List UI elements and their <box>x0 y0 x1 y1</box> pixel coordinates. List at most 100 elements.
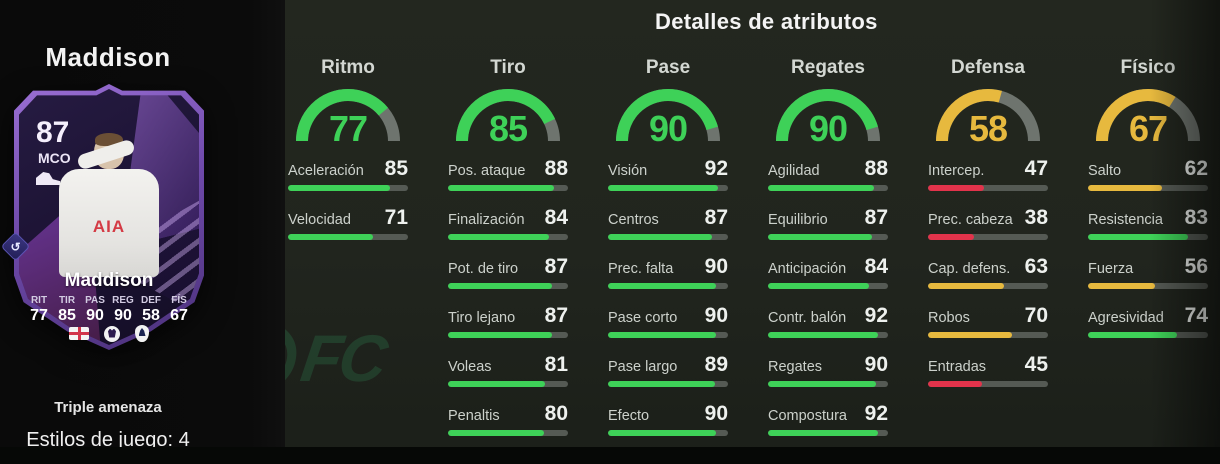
stat-value: 92 <box>864 304 888 327</box>
stat-row: Efecto 90 <box>608 402 728 451</box>
card-mini-stat-value: 58 <box>142 307 160 324</box>
stat-bar <box>768 430 888 436</box>
stat-bar-fill <box>768 430 879 436</box>
stat-list: Intercep. 47 Prec. cabeza 38 Cap. defens. 63 R… <box>928 157 1048 402</box>
stat-row: Pos. ataque 88 <box>448 157 568 206</box>
stat-bar-fill <box>768 381 876 387</box>
stat-bar-fill <box>608 381 715 387</box>
stat-line: Tiro lejano 87 <box>448 304 568 329</box>
stat-label: Entradas <box>928 359 987 375</box>
stat-label: Resistencia <box>1088 212 1163 228</box>
stat-bar-fill <box>928 234 974 240</box>
stat-value: 87 <box>544 304 568 327</box>
gauge-value: 90 <box>648 108 688 149</box>
stat-bar <box>448 332 568 338</box>
stat-bar-fill <box>608 283 716 289</box>
stat-label: Visión <box>608 163 648 179</box>
stat-label: Prec. falta <box>608 261 674 277</box>
stat-label: Pase largo <box>608 359 678 375</box>
stat-line: Centros 87 <box>608 206 728 231</box>
stat-row: Robos 70 <box>928 304 1048 353</box>
stat-bar-fill <box>608 332 716 338</box>
stat-value: 89 <box>704 353 728 376</box>
playstyles-count-label: Estilos de juego: 4 <box>26 429 190 451</box>
stat-line: Fuerza 56 <box>1088 255 1208 280</box>
stat-list: Aceleración 85 Velocidad 71 <box>288 157 408 255</box>
stat-bar-fill <box>448 283 553 289</box>
stat-label: Compostura <box>768 408 847 424</box>
stat-bar-fill <box>1088 283 1156 289</box>
stat-bar <box>768 283 888 289</box>
stat-label: Penaltis <box>448 408 500 424</box>
card-mini-stat-value: 90 <box>114 307 132 324</box>
stat-row: Pot. de tiro 87 <box>448 255 568 304</box>
stat-bar <box>288 234 408 240</box>
card-mini-stat-value: 77 <box>30 307 48 324</box>
stat-line: Pase largo 89 <box>608 353 728 378</box>
stat-line: Salto 62 <box>1088 157 1208 182</box>
stat-bar <box>768 234 888 240</box>
stat-row: Resistencia 83 <box>1088 206 1208 255</box>
stat-row: Velocidad 71 <box>288 206 408 255</box>
stat-line: Intercep. 47 <box>928 157 1048 182</box>
stat-value: 45 <box>1024 353 1048 376</box>
stat-value: 90 <box>704 402 728 425</box>
card-mini-stat: REG 90 <box>110 295 136 325</box>
stat-row: Fuerza 56 <box>1088 255 1208 304</box>
card-mini-stat: RIT 77 <box>26 295 52 325</box>
stat-label: Intercep. <box>928 163 985 179</box>
stat-bar-fill <box>1088 332 1177 338</box>
stat-value: 92 <box>864 402 888 425</box>
stat-value: 85 <box>384 157 408 180</box>
stat-label: Centros <box>608 212 659 228</box>
stat-value: 87 <box>864 206 888 229</box>
stat-row: Pase largo 89 <box>608 353 728 402</box>
stat-label: Tiro lejano <box>448 310 516 326</box>
stat-bar <box>608 283 728 289</box>
player-image: AIA <box>59 169 159 277</box>
stat-bar-fill <box>928 185 985 191</box>
stat-value: 56 <box>1184 255 1208 278</box>
card-mini-stat: FÍS 67 <box>166 295 192 325</box>
stat-row: Agilidad 88 <box>768 157 888 206</box>
stat-label: Pot. de tiro <box>448 261 519 277</box>
stat-bar <box>928 332 1048 338</box>
stat-value: 87 <box>544 255 568 278</box>
card-mini-stats: RIT 77 TIR 85 PAS 90 REG 90 DEF 58 FÍS 67 <box>26 295 192 325</box>
stat-label: Contr. balón <box>768 310 847 326</box>
stat-row: Tiro lejano 87 <box>448 304 568 353</box>
bottom-bar <box>0 447 1220 464</box>
stat-label: Finalización <box>448 212 525 228</box>
stat-bar-fill <box>768 185 874 191</box>
stat-label: Pase corto <box>608 310 678 326</box>
attribute-gauge: 77 <box>288 83 408 149</box>
gauge-value: 90 <box>808 108 848 149</box>
stat-bar <box>448 381 568 387</box>
attribute-gauge: 58 <box>928 83 1048 149</box>
stat-line: Cap. defens. 63 <box>928 255 1048 280</box>
stat-bar <box>448 430 568 436</box>
card-mini-stat: DEF 58 <box>138 295 164 325</box>
card-position: MCO <box>38 150 71 166</box>
stat-bar <box>288 185 408 191</box>
stat-line: Regates 90 <box>768 353 888 378</box>
attribute-gauge: 85 <box>448 83 568 149</box>
column-header: Físico <box>1120 57 1176 78</box>
attribute-column-tiro: Tiro 85 Pos. ataque 88 Finalización 84 Pot. de… <box>448 55 568 451</box>
stat-row: Regates 90 <box>768 353 888 402</box>
stat-bar <box>608 185 728 191</box>
card-mini-stat: TIR 85 <box>54 295 80 325</box>
stat-bar-fill <box>768 332 879 338</box>
attribute-column-defensa: Defensa 58 Intercep. 47 Prec. cabeza 38 Cap. d… <box>928 55 1048 451</box>
gauge-arc <box>456 89 560 142</box>
stat-bar-fill <box>768 283 869 289</box>
stat-bar-fill <box>928 332 1012 338</box>
stat-value: 92 <box>704 157 728 180</box>
card-mini-stat-value: 85 <box>58 307 76 324</box>
stat-label: Anticipación <box>768 261 847 277</box>
gauge-value: 58 <box>968 108 1008 149</box>
card-mini-stat-label: DEF <box>141 295 161 306</box>
stat-bar-fill <box>1088 234 1188 240</box>
stat-line: Pase corto 90 <box>608 304 728 329</box>
stat-bar <box>608 381 728 387</box>
